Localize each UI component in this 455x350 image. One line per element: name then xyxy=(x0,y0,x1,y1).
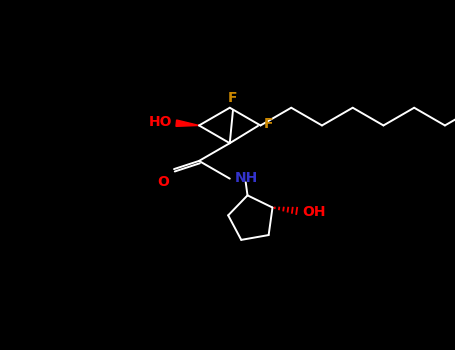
Text: OH: OH xyxy=(303,205,326,219)
Text: NH: NH xyxy=(234,171,258,185)
Text: F: F xyxy=(228,91,237,105)
Polygon shape xyxy=(176,120,199,126)
Text: F: F xyxy=(263,117,273,131)
Text: O: O xyxy=(157,175,169,189)
Text: HO: HO xyxy=(149,115,172,129)
